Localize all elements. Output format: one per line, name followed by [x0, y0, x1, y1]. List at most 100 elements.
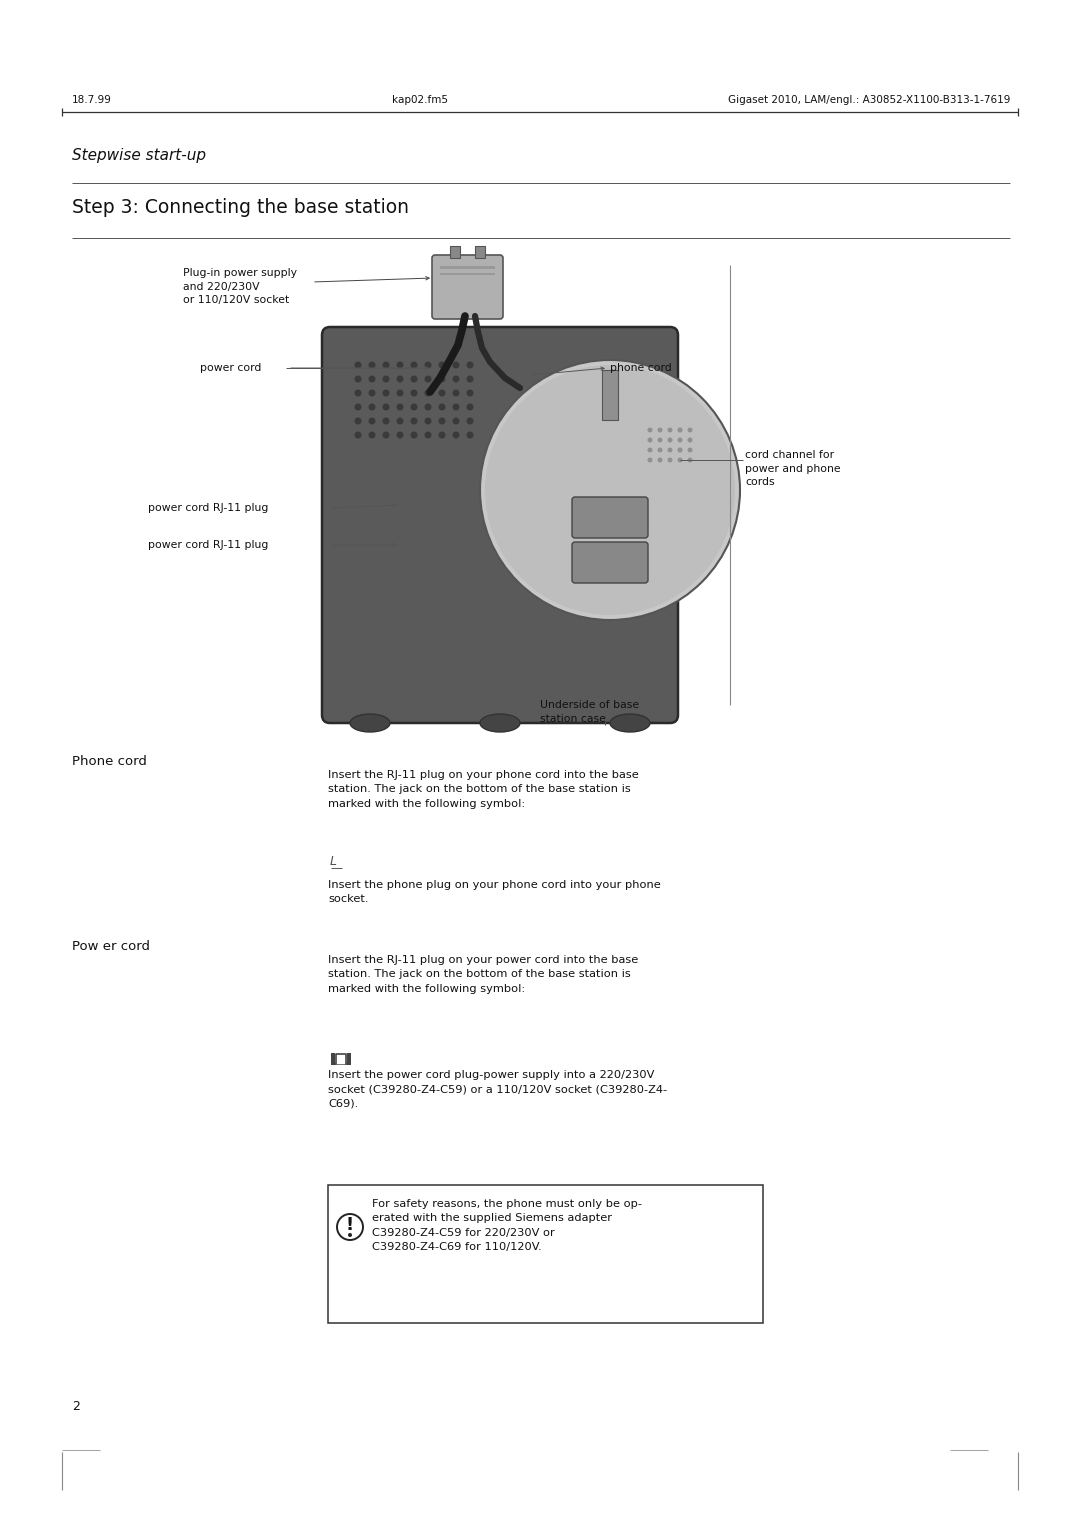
Circle shape	[396, 362, 404, 368]
Text: Plug-in power supply
and 220/230V
or 110/120V socket: Plug-in power supply and 220/230V or 110…	[183, 267, 297, 306]
FancyBboxPatch shape	[572, 542, 648, 584]
Circle shape	[368, 376, 376, 382]
Circle shape	[424, 376, 432, 382]
Circle shape	[453, 417, 459, 425]
Circle shape	[382, 376, 390, 382]
Circle shape	[396, 390, 404, 396]
Circle shape	[354, 376, 362, 382]
Circle shape	[354, 431, 362, 439]
Circle shape	[648, 437, 652, 443]
Circle shape	[438, 376, 446, 382]
Text: power cord: power cord	[200, 364, 261, 373]
Circle shape	[485, 365, 735, 614]
Circle shape	[354, 403, 362, 411]
Bar	[330, 1053, 335, 1065]
Circle shape	[382, 417, 390, 425]
Circle shape	[382, 390, 390, 396]
Text: Insert the RJ-11 plug on your power cord into the base
station. The jack on the : Insert the RJ-11 plug on your power cord…	[328, 955, 638, 993]
Circle shape	[438, 431, 446, 439]
Circle shape	[382, 362, 390, 368]
Circle shape	[424, 403, 432, 411]
Circle shape	[354, 362, 362, 368]
Circle shape	[368, 417, 376, 425]
Circle shape	[410, 403, 418, 411]
Circle shape	[410, 431, 418, 439]
Circle shape	[368, 390, 376, 396]
Text: Insert the phone plug on your phone cord into your phone
socket.: Insert the phone plug on your phone cord…	[328, 880, 661, 905]
Text: power cord RJ-11 plug: power cord RJ-11 plug	[148, 503, 268, 513]
FancyBboxPatch shape	[322, 327, 678, 723]
Circle shape	[688, 457, 692, 463]
Ellipse shape	[610, 714, 650, 732]
Ellipse shape	[480, 714, 519, 732]
Text: Pow er cord: Pow er cord	[72, 940, 150, 953]
Circle shape	[354, 417, 362, 425]
Text: cord channel for
power and phone
cords: cord channel for power and phone cords	[745, 451, 840, 487]
Circle shape	[658, 437, 662, 443]
Bar	[450, 246, 460, 258]
Circle shape	[424, 417, 432, 425]
Circle shape	[467, 376, 473, 382]
Circle shape	[453, 376, 459, 382]
Circle shape	[467, 390, 473, 396]
Circle shape	[658, 428, 662, 432]
Text: kap02.fm5: kap02.fm5	[392, 95, 448, 105]
Text: Phone cord: Phone cord	[72, 755, 147, 769]
Circle shape	[658, 457, 662, 463]
Text: phone cord: phone cord	[610, 364, 672, 373]
Circle shape	[453, 362, 459, 368]
Circle shape	[368, 403, 376, 411]
Circle shape	[467, 431, 473, 439]
Bar	[602, 370, 618, 420]
FancyBboxPatch shape	[572, 497, 648, 538]
Circle shape	[453, 403, 459, 411]
Ellipse shape	[350, 714, 390, 732]
Circle shape	[382, 431, 390, 439]
Text: !: !	[346, 1216, 354, 1235]
Text: Underside of base
station case: Underside of base station case	[540, 700, 639, 724]
Text: For safety reasons, the phone must only be op-
erated with the supplied Siemens : For safety reasons, the phone must only …	[372, 1199, 642, 1253]
Text: Gigaset 2010, LAM/engl.: A30852-X1100-B313-1-7619: Gigaset 2010, LAM/engl.: A30852-X1100-B3…	[728, 95, 1010, 105]
Circle shape	[648, 448, 652, 452]
Bar	[440, 266, 495, 269]
Circle shape	[382, 403, 390, 411]
Circle shape	[667, 437, 673, 443]
Bar	[328, 1186, 762, 1323]
Circle shape	[453, 390, 459, 396]
Circle shape	[658, 448, 662, 452]
Circle shape	[648, 457, 652, 463]
Circle shape	[648, 428, 652, 432]
Circle shape	[438, 403, 446, 411]
Bar	[347, 1053, 351, 1065]
Circle shape	[396, 403, 404, 411]
Circle shape	[688, 448, 692, 452]
FancyBboxPatch shape	[432, 255, 503, 319]
Circle shape	[396, 417, 404, 425]
Circle shape	[348, 1233, 352, 1238]
Circle shape	[424, 431, 432, 439]
Circle shape	[354, 390, 362, 396]
Circle shape	[396, 376, 404, 382]
Circle shape	[424, 362, 432, 368]
Circle shape	[410, 417, 418, 425]
Circle shape	[677, 457, 683, 463]
Circle shape	[368, 431, 376, 439]
Text: 18.7.99: 18.7.99	[72, 95, 112, 105]
Circle shape	[410, 376, 418, 382]
Circle shape	[480, 361, 740, 620]
Circle shape	[467, 362, 473, 368]
Circle shape	[467, 417, 473, 425]
Bar	[440, 274, 495, 275]
Text: L: L	[330, 856, 337, 868]
Circle shape	[677, 428, 683, 432]
Circle shape	[667, 457, 673, 463]
Circle shape	[438, 417, 446, 425]
Bar	[475, 246, 485, 258]
Circle shape	[410, 362, 418, 368]
Circle shape	[453, 431, 459, 439]
Circle shape	[677, 437, 683, 443]
Circle shape	[677, 448, 683, 452]
Text: Insert the power cord plug-power supply into a 220/230V
socket (C39280-Z4-C59) o: Insert the power cord plug-power supply …	[328, 1070, 667, 1109]
Circle shape	[667, 448, 673, 452]
Circle shape	[368, 362, 376, 368]
